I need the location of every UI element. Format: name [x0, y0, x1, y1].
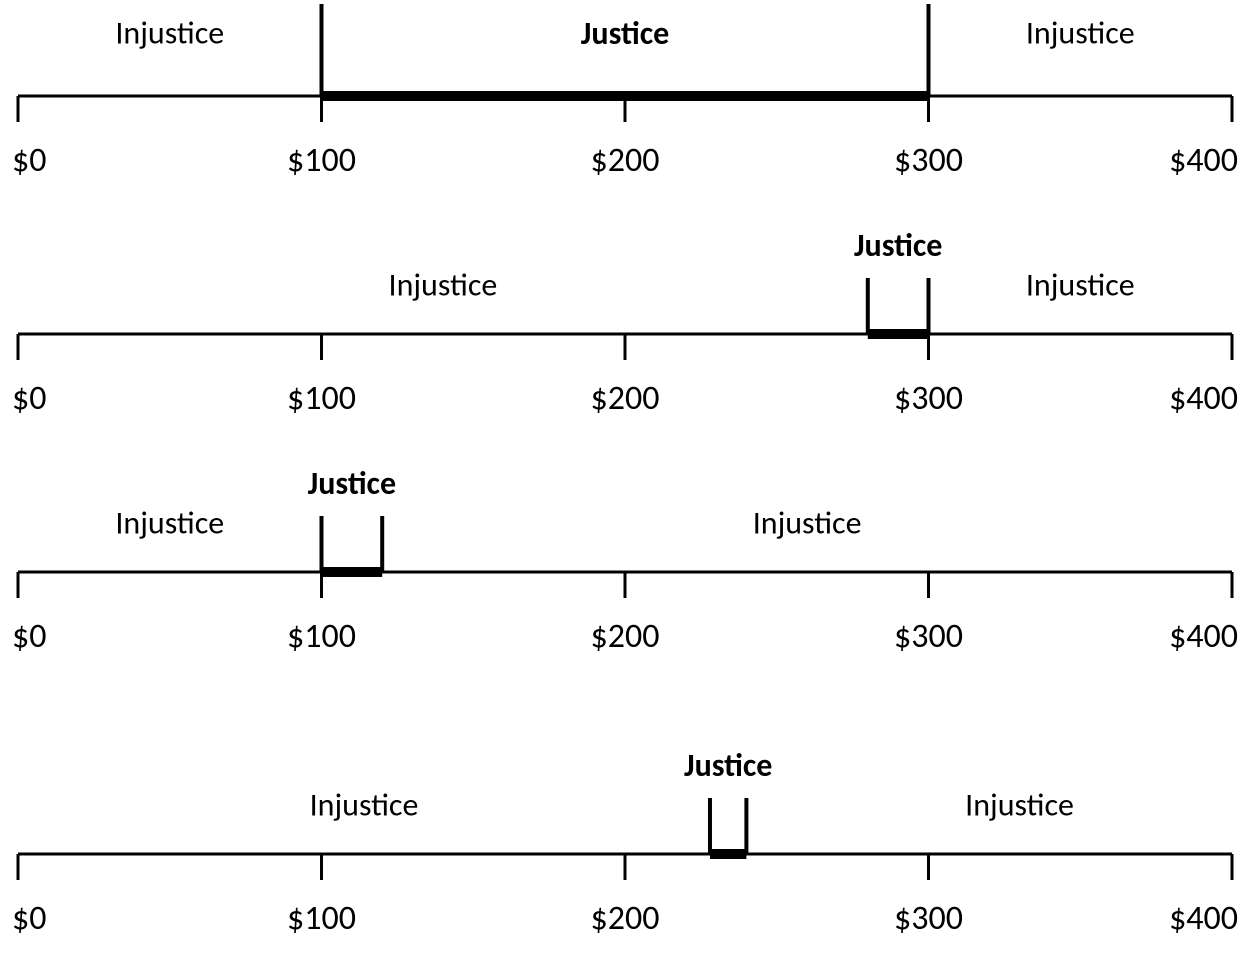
justice-label: Justice: [854, 226, 942, 265]
axis-tick-label: $0: [12, 898, 46, 939]
injustice-left-label: Injustice: [389, 266, 498, 305]
injustice-left-label: Injustice: [115, 504, 224, 543]
justice-label: Justice: [308, 464, 396, 503]
injustice-right-label: Injustice: [1026, 14, 1135, 53]
axis-tick-label: $0: [12, 140, 46, 181]
axis-tick-label: $200: [591, 378, 660, 419]
justice-label: Justice: [581, 14, 669, 53]
axis-tick-label: $100: [287, 140, 356, 181]
axis-tick-label: $0: [12, 378, 46, 419]
injustice-right-label: Injustice: [753, 504, 862, 543]
injustice-left-label: Injustice: [310, 786, 419, 825]
axis-tick-label: $400: [1169, 898, 1238, 939]
axis-tick-label: $400: [1169, 140, 1238, 181]
axis-tick-label: $200: [591, 898, 660, 939]
axis-tick-label: $100: [287, 378, 356, 419]
axis-tick-label: $300: [894, 378, 963, 419]
axis-tick-label: $300: [894, 898, 963, 939]
axis-tick-label: $300: [894, 140, 963, 181]
axis-tick-label: $0: [12, 616, 46, 657]
axis-tick-label: $400: [1169, 378, 1238, 419]
justice-label: Justice: [684, 746, 772, 785]
axis-tick-label: $300: [894, 616, 963, 657]
injustice-right-label: Injustice: [965, 786, 1074, 825]
justice-number-line-diagram: $0 $100 $200 $300 $400 Injustice Justice Injust…: [0, 0, 1242, 962]
axis-tick-label: $200: [591, 140, 660, 181]
axis-tick-label: $200: [591, 616, 660, 657]
axis-tick-label: $100: [287, 898, 356, 939]
axis-tick-label: $400: [1169, 616, 1238, 657]
axis-tick-label: $100: [287, 616, 356, 657]
injustice-left-label: Injustice: [115, 14, 224, 53]
injustice-right-label: Injustice: [1026, 266, 1135, 305]
